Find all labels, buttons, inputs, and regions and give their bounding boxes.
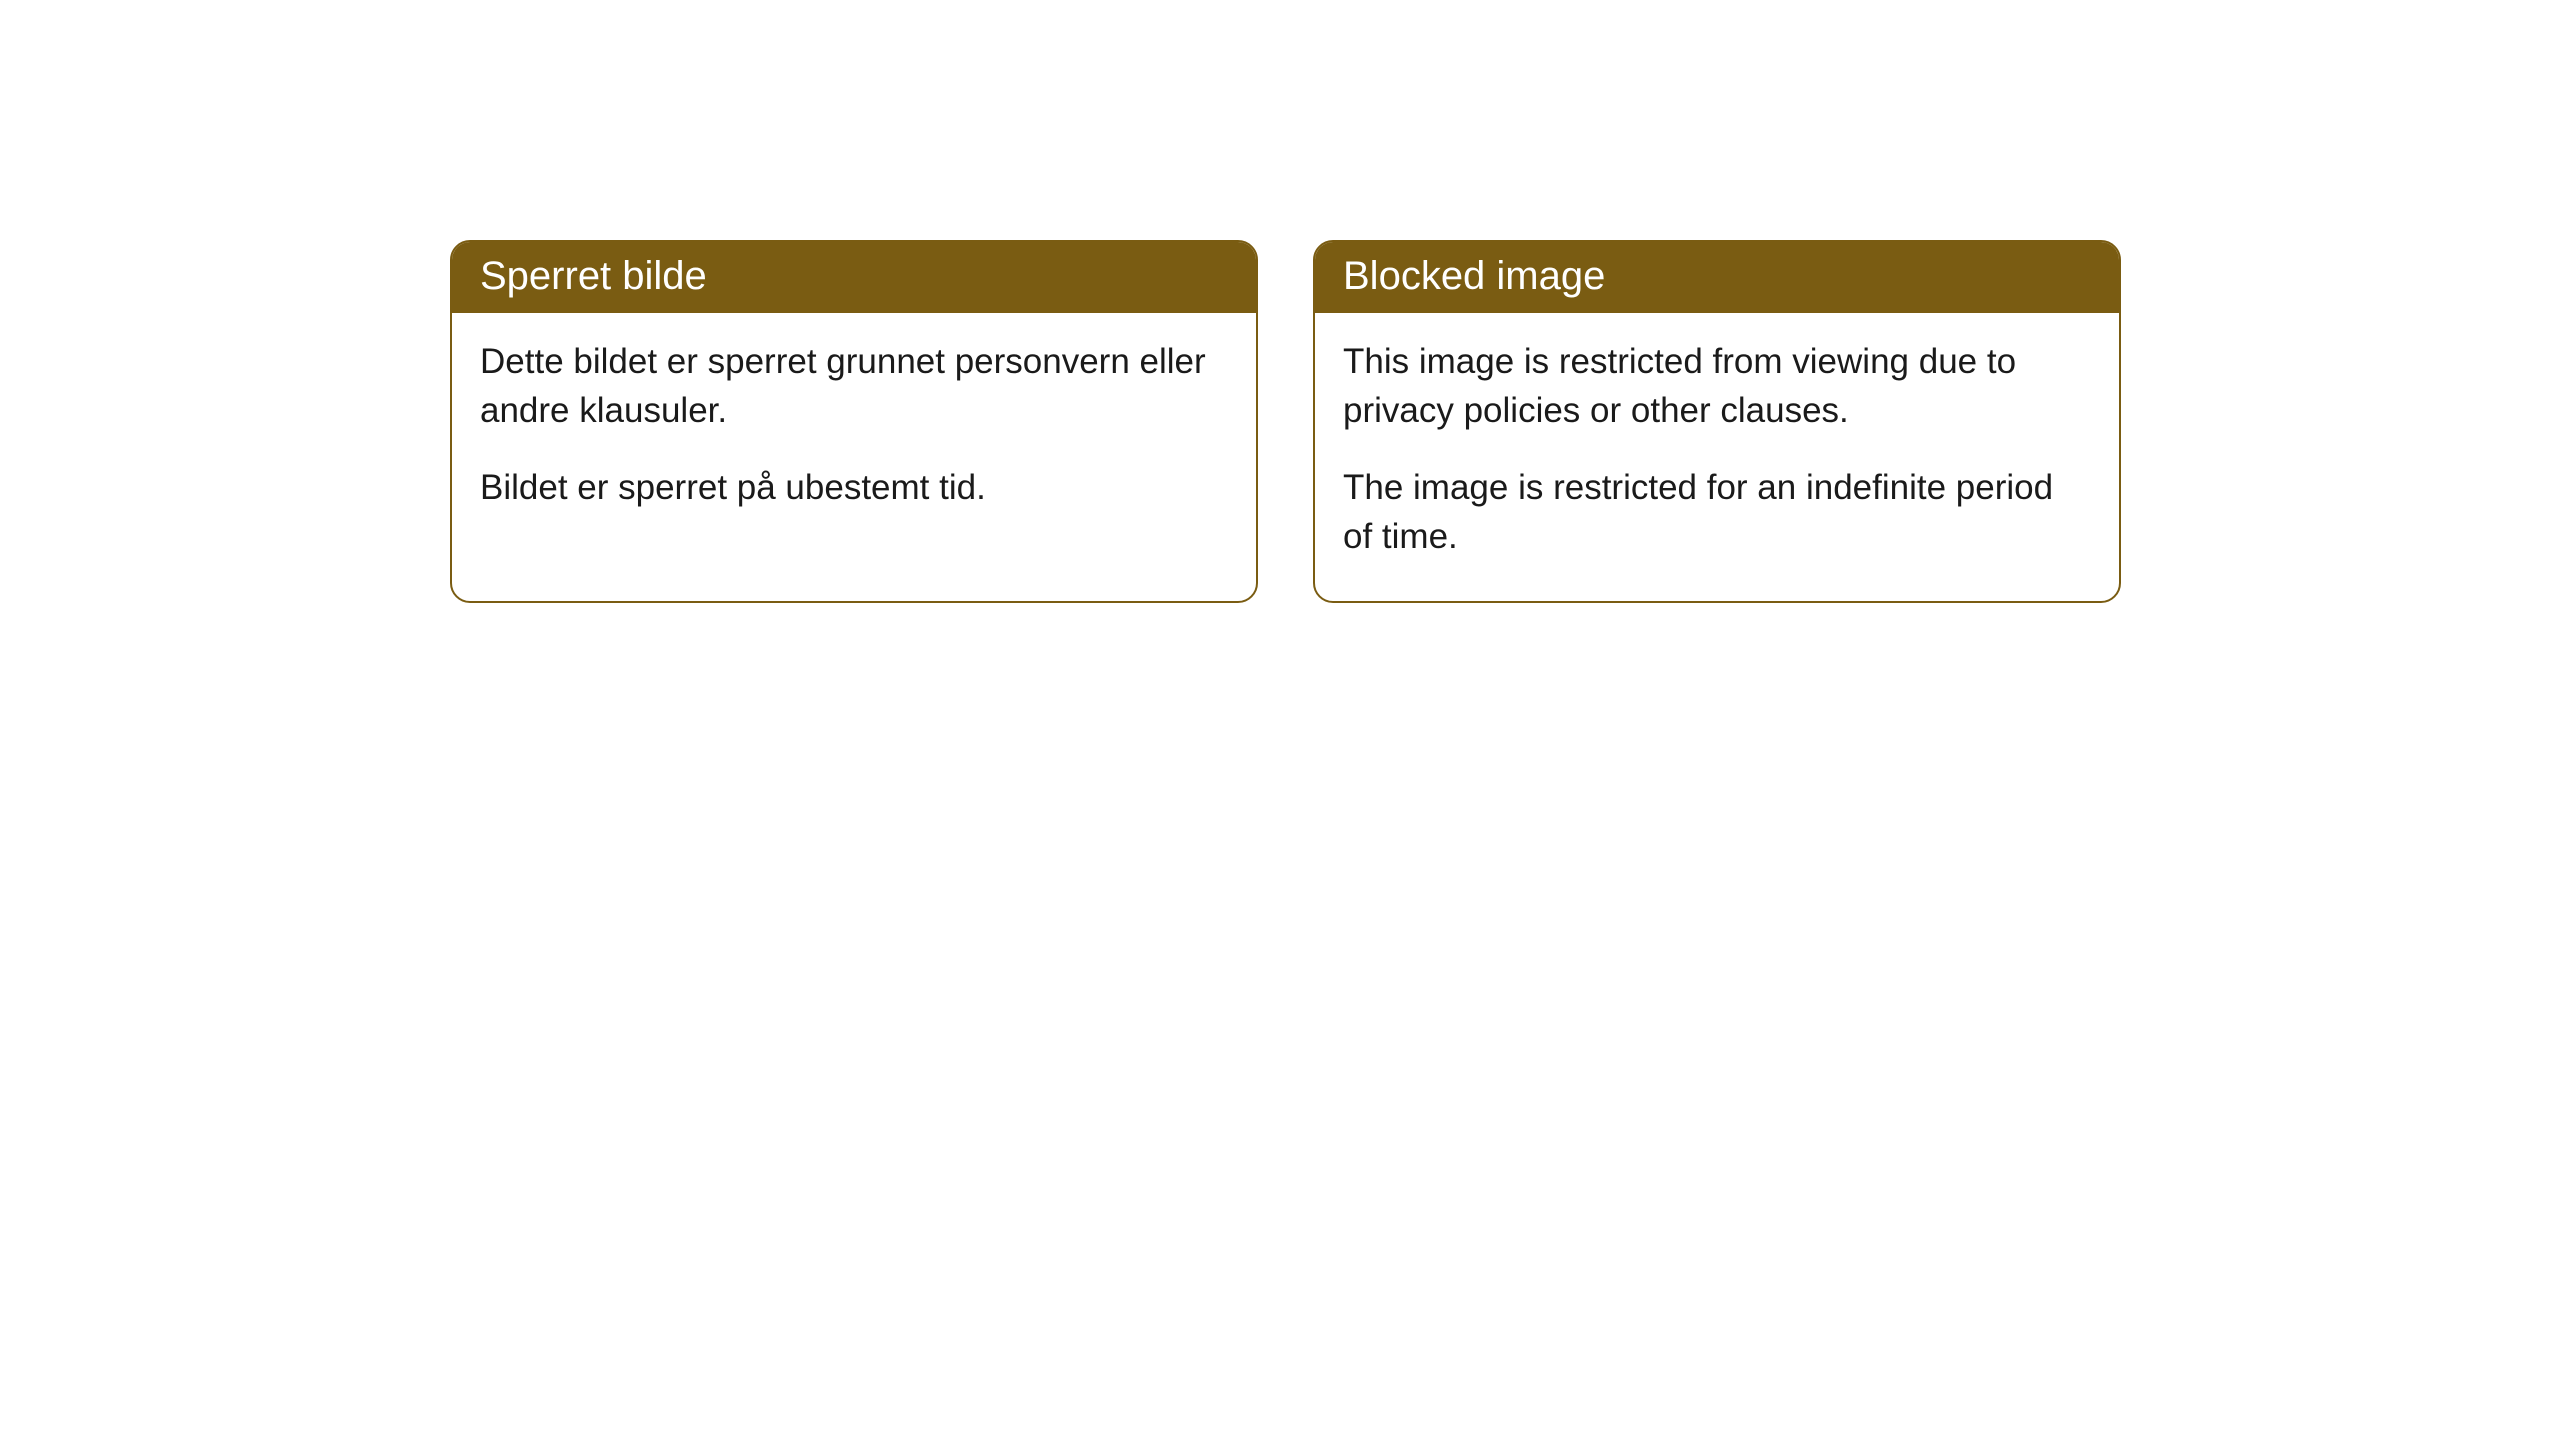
notice-paragraph-2: The image is restricted for an indefinit… <box>1343 463 2091 561</box>
notice-paragraph-1: This image is restricted from viewing du… <box>1343 337 2091 435</box>
notice-cards-container: Sperret bilde Dette bildet er sperret gr… <box>450 240 2121 603</box>
card-header: Blocked image <box>1315 242 2119 313</box>
card-header: Sperret bilde <box>452 242 1256 313</box>
card-body: Dette bildet er sperret grunnet personve… <box>452 313 1256 552</box>
blocked-image-card-norwegian: Sperret bilde Dette bildet er sperret gr… <box>450 240 1258 603</box>
notice-paragraph-2: Bildet er sperret på ubestemt tid. <box>480 463 1228 512</box>
card-body: This image is restricted from viewing du… <box>1315 313 2119 601</box>
blocked-image-card-english: Blocked image This image is restricted f… <box>1313 240 2121 603</box>
notice-paragraph-1: Dette bildet er sperret grunnet personve… <box>480 337 1228 435</box>
